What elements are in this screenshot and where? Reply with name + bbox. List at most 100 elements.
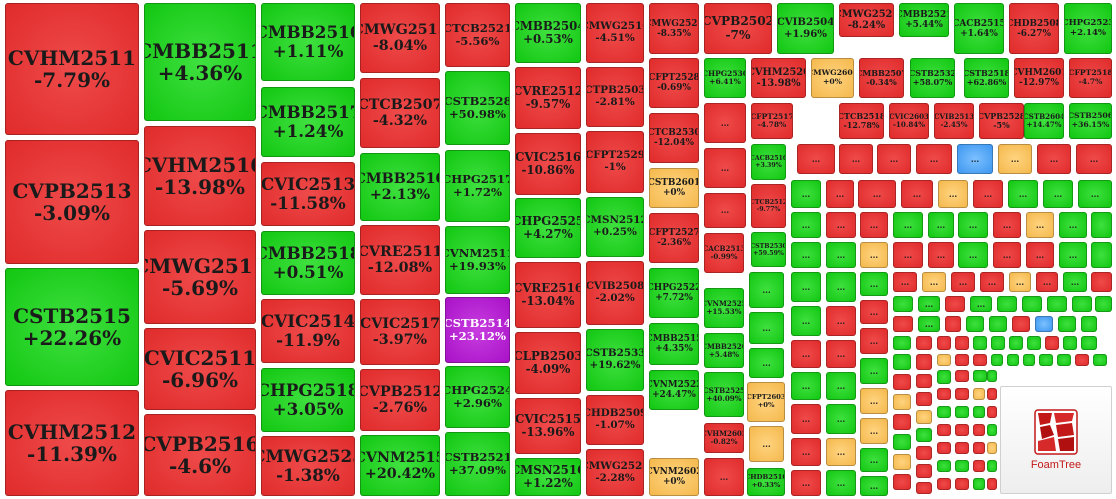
treemap-tile[interactable] — [987, 406, 997, 418]
treemap-tile[interactable] — [955, 336, 969, 350]
treemap-tile[interactable] — [1027, 336, 1041, 350]
treemap-tile[interactable] — [1045, 336, 1059, 350]
treemap-tile[interactable] — [945, 296, 965, 312]
treemap-tile[interactable]: CFPT2517 -4.78% — [751, 103, 793, 139]
treemap-tile[interactable]: ... — [958, 212, 988, 238]
treemap-tile[interactable] — [916, 336, 932, 350]
treemap-tile[interactable]: CTCB2507 -4.32% — [360, 78, 440, 148]
treemap-tile[interactable] — [973, 460, 985, 472]
treemap-tile[interactable]: ... — [922, 272, 946, 292]
treemap-tile[interactable] — [987, 442, 997, 454]
treemap-tile[interactable] — [1091, 242, 1112, 268]
treemap-tile[interactable]: CACB2513 -0.99% — [704, 233, 744, 273]
treemap-tile[interactable]: ... — [860, 448, 888, 472]
treemap-tile[interactable]: ... — [918, 296, 940, 312]
treemap-tile[interactable]: CMBB2518+0.51% — [261, 231, 355, 295]
treemap-tile[interactable]: CVIC2515 -13.96% — [515, 398, 581, 454]
treemap-tile[interactable] — [1009, 336, 1023, 350]
treemap-tile[interactable]: ... — [826, 470, 856, 496]
treemap-tile[interactable]: CSTB2514 +23.12% — [445, 297, 510, 363]
treemap-tile[interactable] — [973, 354, 987, 366]
treemap-tile[interactable]: CTCB2521 -5.56% — [445, 3, 510, 67]
treemap-tile[interactable]: CHDB2508 -6.27% — [1009, 3, 1059, 54]
treemap-tile[interactable]: CVNM2522+24.47% — [649, 370, 699, 410]
treemap-tile[interactable]: ... — [1078, 180, 1112, 208]
treemap-tile[interactable] — [916, 482, 932, 494]
treemap-tile[interactable]: ... — [860, 418, 888, 444]
treemap-tile[interactable]: CMWG2524-8.35% — [649, 3, 699, 54]
treemap-tile[interactable]: CACB2515 +1.64% — [954, 3, 1004, 54]
treemap-tile[interactable] — [937, 370, 951, 384]
treemap-tile[interactable]: CHPG2523 +2.14% — [1064, 3, 1112, 54]
treemap-tile[interactable] — [937, 460, 951, 472]
treemap-tile[interactable]: ... — [797, 144, 835, 174]
treemap-tile[interactable]: ... — [704, 458, 744, 496]
treemap-tile[interactable] — [1081, 336, 1097, 350]
treemap-tile[interactable]: CVIC2603 -10.84% — [889, 103, 929, 139]
treemap-tile[interactable]: ... — [980, 272, 1004, 292]
treemap-tile[interactable]: CVRE2516 -13.04% — [515, 262, 581, 328]
treemap-tile[interactable]: ... — [826, 272, 856, 302]
treemap-tile[interactable] — [893, 316, 913, 332]
treemap-tile[interactable] — [1012, 316, 1030, 332]
treemap-tile[interactable]: ... — [918, 316, 940, 332]
treemap-tile[interactable]: ... — [957, 144, 993, 174]
treemap-tile[interactable] — [893, 296, 913, 312]
treemap-tile[interactable]: ... — [893, 242, 923, 268]
treemap-tile[interactable]: ... — [839, 144, 873, 174]
treemap-tile[interactable]: CVHM2511 -7.79% — [5, 3, 139, 135]
treemap-tile[interactable] — [1057, 354, 1071, 366]
treemap-tile[interactable]: CVHM2512 -11.39% — [5, 390, 139, 496]
treemap-tile[interactable] — [1023, 354, 1035, 366]
treemap-tile[interactable] — [945, 316, 961, 332]
treemap-tile[interactable]: ... — [1059, 242, 1087, 268]
treemap-tile[interactable] — [916, 354, 932, 370]
treemap-tile[interactable]: ... — [970, 296, 992, 312]
treemap-tile[interactable]: CVIB2504 +1.96% — [777, 3, 834, 54]
treemap-tile[interactable]: ... — [928, 242, 954, 268]
treemap-tile[interactable] — [973, 442, 985, 454]
treemap-tile[interactable]: CVPB2502 -7% — [704, 3, 772, 54]
treemap-tile[interactable]: CMBB2516+1.11% — [261, 3, 355, 81]
treemap-tile[interactable] — [973, 336, 987, 350]
treemap-tile[interactable]: CFPT2518 -4.7% — [1069, 58, 1112, 98]
treemap-tile[interactable] — [966, 316, 984, 332]
treemap-tile[interactable] — [893, 434, 911, 450]
treemap-tile[interactable]: CVHM2601-12.97% — [1014, 58, 1064, 98]
treemap-tile[interactable]: CVPB2528 -5% — [979, 103, 1024, 139]
treemap-tile[interactable]: ... — [704, 148, 746, 188]
treemap-tile[interactable] — [987, 388, 997, 400]
treemap-tile[interactable]: ... — [791, 180, 821, 208]
treemap-tile[interactable]: CVRE2512 -9.57% — [515, 67, 581, 129]
treemap-tile[interactable] — [987, 370, 997, 382]
treemap-tile[interactable]: ... — [893, 212, 923, 238]
treemap-tile[interactable]: CHPG2517 +1.72% — [445, 150, 510, 222]
treemap-tile[interactable] — [973, 388, 985, 400]
treemap-tile[interactable]: CHPG2518 +3.05% — [261, 368, 355, 432]
treemap-tile[interactable]: CHPG2524 +2.96% — [445, 366, 510, 428]
treemap-tile[interactable] — [955, 424, 969, 436]
treemap-tile[interactable]: CSTB2521 +37.09% — [445, 432, 510, 496]
treemap-tile[interactable]: ... — [860, 300, 888, 324]
treemap-tile[interactable] — [893, 454, 911, 470]
treemap-tile[interactable] — [987, 460, 997, 472]
treemap-tile[interactable]: CVHM2520-13.98% — [751, 58, 806, 98]
treemap-tile[interactable] — [937, 336, 951, 350]
treemap-tile[interactable]: CVNM2525+15.53% — [704, 288, 744, 328]
treemap-tile[interactable]: CHDB2510 +0.33% — [747, 468, 785, 496]
treemap-tile[interactable]: CMSN2512+0.25% — [586, 197, 644, 257]
treemap-tile[interactable]: CMWG2511-5.69% — [144, 230, 256, 324]
treemap-tile[interactable]: ... — [1036, 272, 1058, 292]
treemap-tile[interactable] — [955, 354, 969, 366]
treemap-tile[interactable] — [893, 414, 911, 430]
treemap-tile[interactable]: CMWG2523-8.24% — [839, 3, 894, 37]
treemap-tile[interactable] — [973, 424, 985, 436]
treemap-tile[interactable]: ... — [1026, 242, 1054, 268]
treemap-tile[interactable]: ... — [998, 144, 1032, 174]
treemap-tile[interactable]: CVIC2517 -3.97% — [360, 299, 440, 365]
treemap-tile[interactable]: ... — [749, 348, 784, 378]
treemap-tile[interactable] — [1091, 272, 1112, 292]
treemap-tile[interactable] — [893, 336, 911, 350]
treemap-tile[interactable]: CMWG2602+0% — [811, 58, 854, 98]
treemap-tile[interactable]: ... — [826, 438, 856, 466]
